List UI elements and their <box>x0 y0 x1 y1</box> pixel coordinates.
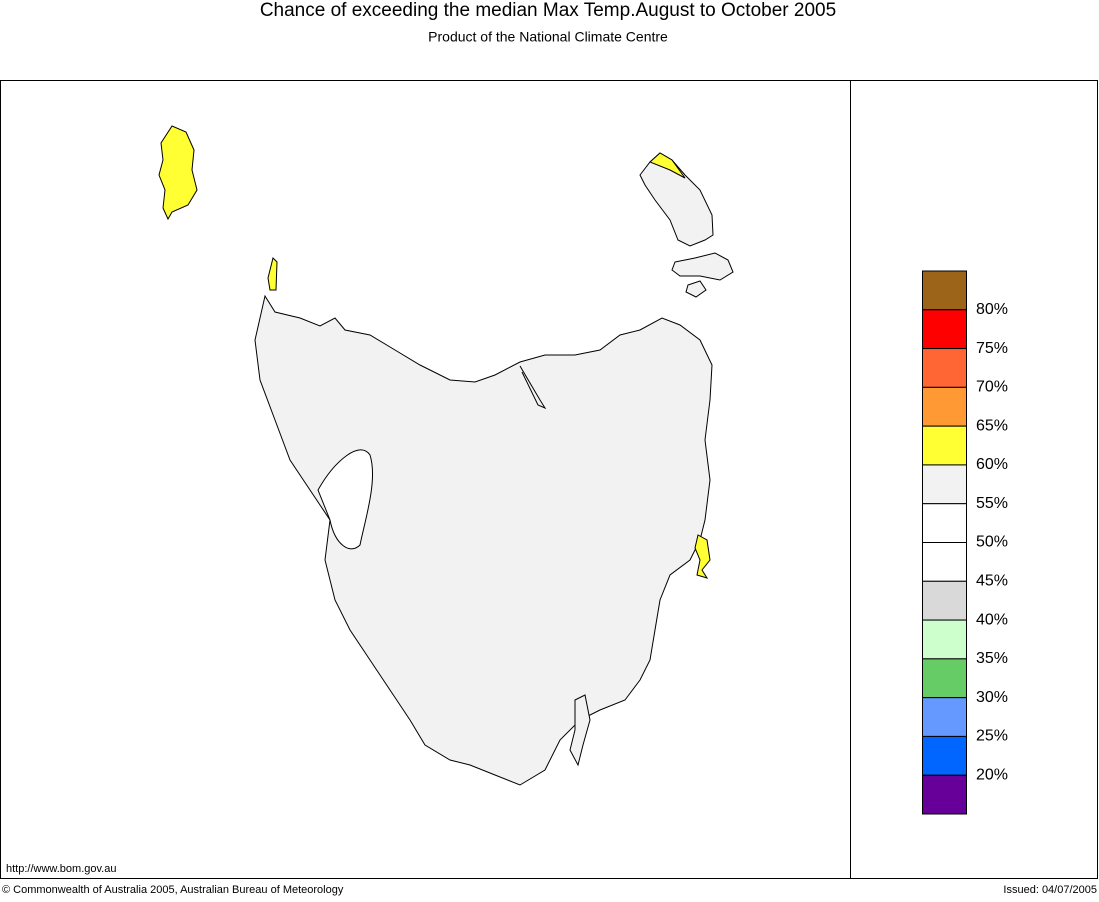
legend-swatch <box>922 464 967 505</box>
maria-island <box>694 534 711 579</box>
legend-label: 80% <box>976 301 1008 318</box>
legend-swatch <box>922 697 967 737</box>
legend-label: 35% <box>976 650 1008 667</box>
legend-swatch <box>922 309 967 350</box>
legend-swatch <box>922 542 967 582</box>
legend-frame <box>850 80 1098 879</box>
legend-label: 40% <box>976 611 1008 628</box>
url: http://www.bom.gov.au <box>6 863 116 875</box>
legend-swatch <box>922 658 967 699</box>
clarke-island <box>685 280 707 298</box>
legend-swatch <box>922 580 967 621</box>
legend-swatch <box>922 270 967 311</box>
hunter-island <box>267 257 278 291</box>
copyright: © Commonwealth of Australia 2005, Austra… <box>2 884 344 896</box>
legend: 80% 75% 70% 65% 60% 55% 50% 45% 40% 35% 30% 25% 20% <box>922 270 1008 815</box>
legend-label: 20% <box>976 766 1008 783</box>
legend-label: 50% <box>976 534 1008 551</box>
legend-label: 30% <box>976 689 1008 706</box>
legend-label: 25% <box>976 728 1008 745</box>
flinders-island <box>639 152 714 247</box>
title: Chance of exceeding the median Max Temp.… <box>260 0 836 21</box>
legend-label: 45% <box>976 573 1008 590</box>
land <box>158 125 734 786</box>
legend-swatch <box>922 386 967 427</box>
legend-label: 65% <box>976 417 1008 434</box>
legend-swatch <box>922 619 967 660</box>
bruny-island <box>569 694 591 767</box>
subtitle: Product of the National Climate Centre <box>428 29 668 45</box>
tasmania <box>254 294 713 786</box>
legend-label: 55% <box>976 495 1008 512</box>
legend-swatch <box>922 735 967 776</box>
cape-barren-island <box>671 252 734 281</box>
flinders-tip <box>649 152 686 179</box>
issued: Issued: 04/07/2005 <box>1003 884 1097 896</box>
legend-label: 60% <box>976 456 1008 473</box>
legend-label: 70% <box>976 379 1008 396</box>
legend-swatch <box>922 425 967 466</box>
legend-swatch <box>922 348 967 388</box>
legend-swatch <box>922 503 967 544</box>
legend-swatch <box>922 774 967 815</box>
king-island <box>158 125 198 221</box>
neutral-zone <box>317 449 374 550</box>
legend-label: 75% <box>976 340 1008 357</box>
lake-outline <box>519 365 547 410</box>
